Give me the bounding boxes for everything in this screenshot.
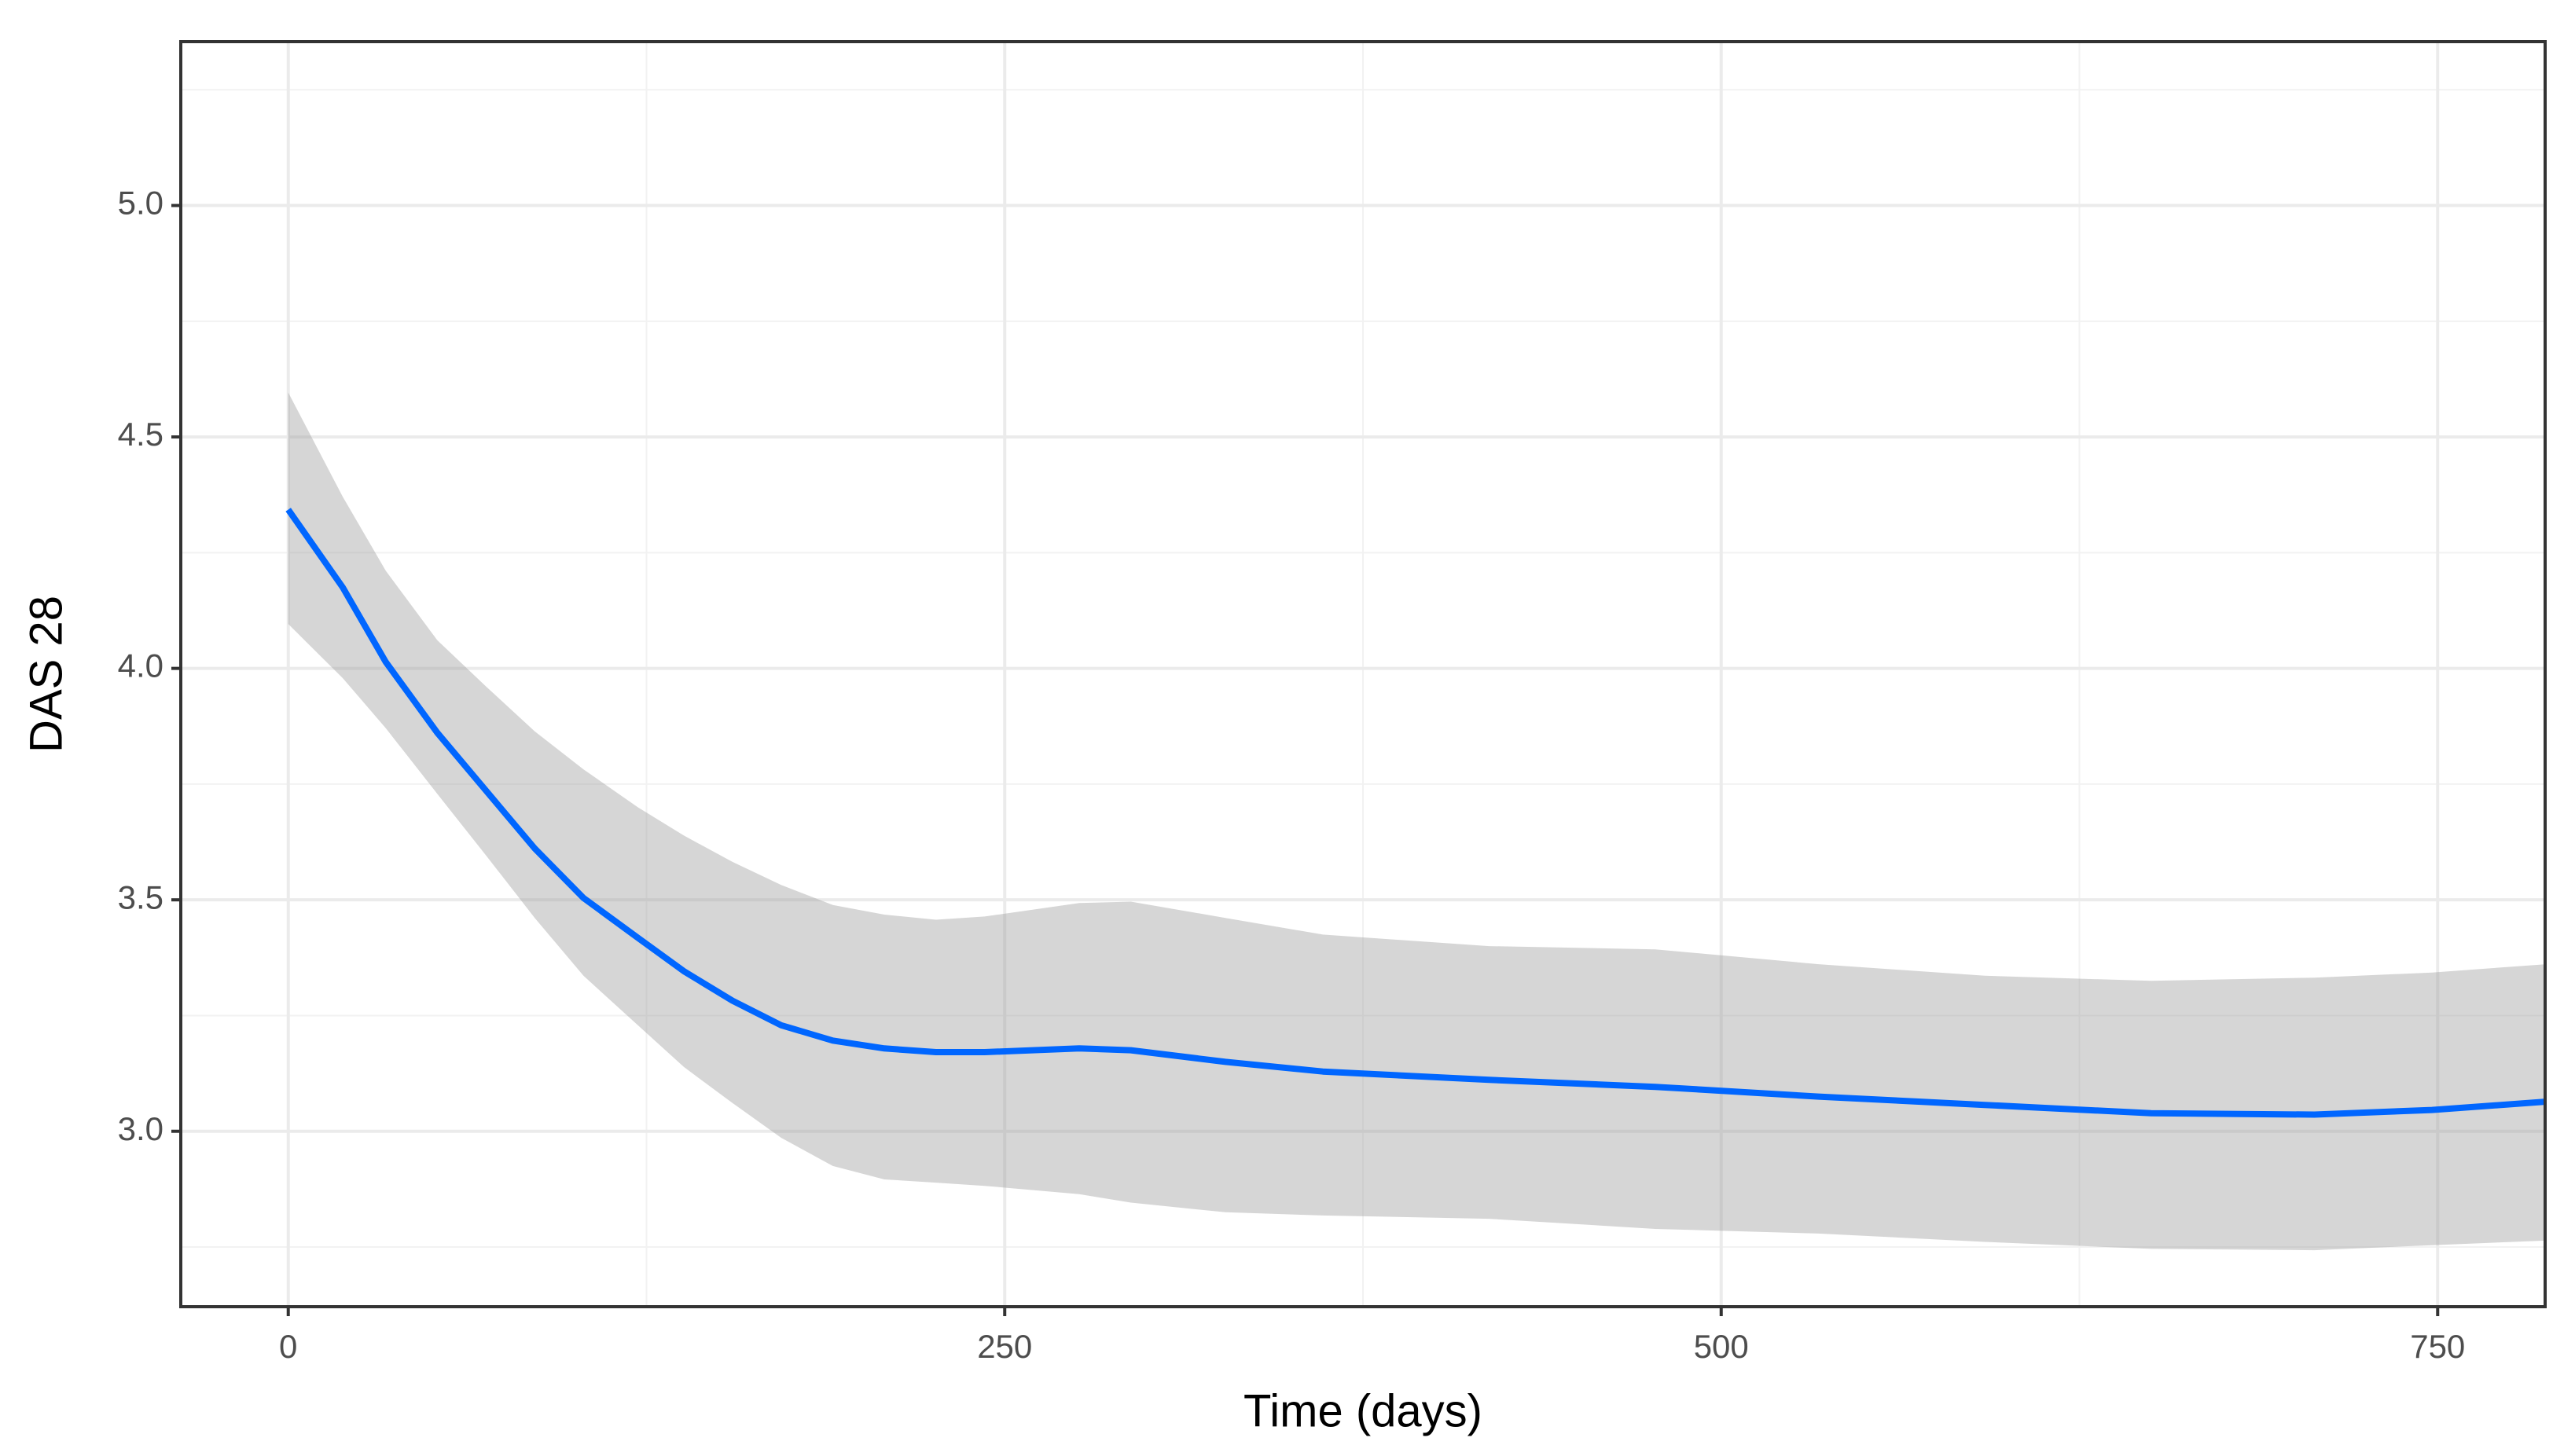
confidence-ribbon — [288, 392, 2545, 1251]
data-layer — [285, 392, 2545, 1251]
panel-border — [179, 40, 2547, 1308]
y-tick-label: 5.0 — [118, 185, 163, 222]
x-tick-label: 0 — [279, 1328, 297, 1365]
x-tick-label: 250 — [977, 1328, 1032, 1365]
grid — [181, 42, 2545, 1307]
x-axis-title: Time (days) — [1243, 1385, 1482, 1436]
x-tick-label: 500 — [1694, 1328, 1749, 1365]
y-tick-label: 3.0 — [118, 1110, 163, 1147]
axes: 0 250 500 750 3.0 3.5 4.0 4.5 5.0 — [118, 185, 2466, 1365]
x-tick-label: 750 — [2410, 1328, 2465, 1365]
y-tick-label: 3.5 — [118, 878, 163, 915]
trend-line — [285, 508, 2545, 1118]
y-tick-label: 4.5 — [118, 416, 163, 453]
y-tick-label: 4.0 — [118, 647, 163, 684]
y-axis-title: DAS 28 — [20, 596, 72, 753]
